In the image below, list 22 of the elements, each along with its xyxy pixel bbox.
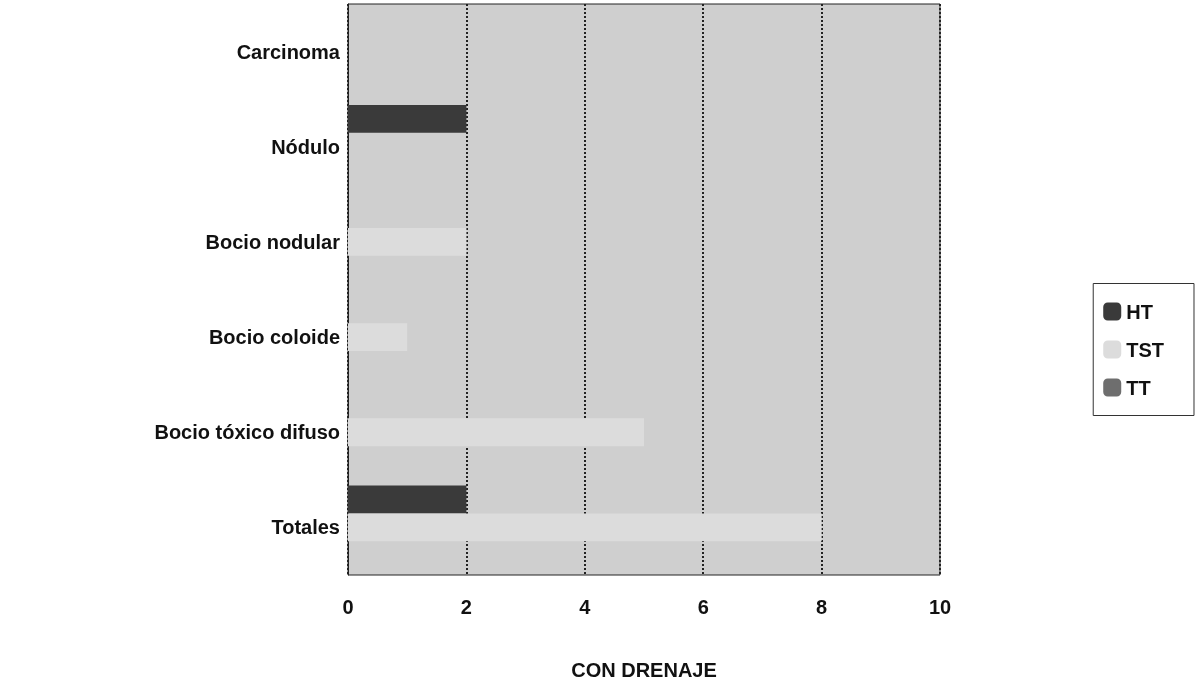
y-tick-label: Carcinoma bbox=[236, 40, 341, 63]
y-tick-label: Totales bbox=[271, 516, 340, 539]
x-tick-label: 10 bbox=[928, 596, 952, 618]
y-tick-label: Bocio nodular bbox=[205, 230, 341, 253]
y-tick-label: Bocio coloide bbox=[208, 326, 340, 349]
x-axis-title: CON DRENAJE bbox=[571, 659, 717, 681]
bar bbox=[348, 227, 467, 256]
legend-label: TST bbox=[1126, 338, 1165, 361]
x-tick-label: 8 bbox=[816, 596, 828, 618]
y-tick-label: Nódulo bbox=[271, 135, 340, 158]
bar bbox=[348, 418, 644, 447]
x-tick-label: 4 bbox=[579, 596, 592, 618]
bar bbox=[348, 323, 408, 352]
legend-label: HT bbox=[1126, 300, 1153, 323]
bar bbox=[348, 104, 467, 133]
y-tick-label: Bocio tóxico difuso bbox=[154, 421, 340, 444]
x-tick-label: 2 bbox=[460, 596, 472, 618]
x-tick-label: 0 bbox=[342, 596, 354, 618]
bar bbox=[348, 485, 467, 514]
bar bbox=[348, 513, 822, 542]
x-tick-label: 6 bbox=[697, 596, 709, 618]
legend-label: TT bbox=[1126, 376, 1151, 399]
